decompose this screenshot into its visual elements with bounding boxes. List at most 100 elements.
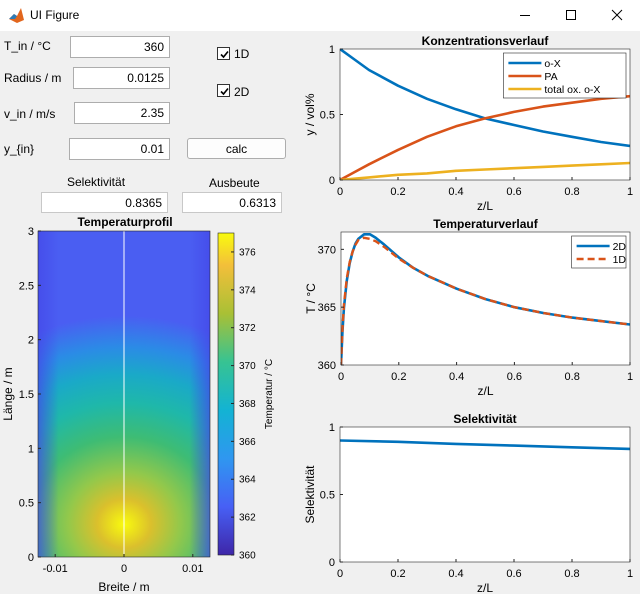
ytick-label: 1	[329, 422, 335, 434]
xtick-label: 0.8	[565, 371, 580, 383]
colorbar-tick-label: 370	[239, 361, 256, 372]
xtick-label: 0.2	[390, 186, 405, 198]
ytick-label: 360	[318, 360, 336, 372]
colorbar-tick-label: 374	[239, 285, 256, 296]
xtick-label: 0.4	[448, 568, 463, 580]
ytick-label: 0	[329, 175, 335, 187]
xtick-label: 0.4	[448, 186, 463, 198]
yield-label: Ausbeute	[209, 176, 260, 190]
ytick-label: 365	[318, 302, 336, 314]
close-button[interactable]	[594, 0, 640, 31]
concentration-chart: Konzentrationsverlauf 0 0.2 0.4 0.6 0.8 1 0 0.5 1…	[303, 34, 633, 213]
y-in-label: y_{in}	[4, 142, 35, 156]
app-content: T_in / °C 360 Radius / m 0.0125 v_in / m…	[0, 31, 640, 594]
xtick-label: 0.2	[391, 371, 406, 383]
y-in-field[interactable]: 0.01	[69, 138, 170, 160]
t-in-field[interactable]: 360	[70, 36, 170, 58]
xtick-label: 0.4	[449, 371, 464, 383]
xtick-label: 0.8	[564, 568, 579, 580]
minimize-button[interactable]	[502, 0, 548, 31]
heatmap-xlabel: Breite / m	[98, 580, 149, 594]
maximize-button[interactable]	[548, 0, 594, 31]
xtick-label: 0.6	[506, 186, 521, 198]
series-line-selectivity	[340, 439, 630, 451]
chart-title: Konzentrationsverlauf	[422, 34, 550, 48]
selectivity-label: Selektivität	[67, 175, 126, 189]
xtick-label: 1	[627, 568, 633, 580]
temperature-chart: Temperaturverlauf 0 0.2 0.4 0.6 0.8 1 360 365 370…	[304, 217, 633, 398]
heatmap-ytick-label: 0.5	[19, 498, 34, 510]
checkmark-icon	[220, 87, 229, 96]
heatmap-xtick-label: 0.01	[182, 563, 203, 575]
series-line-total-ox-o-x	[340, 161, 630, 180]
xtick-label: 0	[337, 568, 343, 580]
colorbar	[217, 232, 235, 556]
ytick-label: 370	[318, 244, 336, 256]
xtick-label: 0.6	[506, 568, 521, 580]
colorbar-tick-label: 360	[239, 551, 256, 562]
selectivity-output: 0.8365	[41, 192, 168, 213]
ytick-label: 0.5	[320, 490, 335, 502]
xtick-label: 1	[627, 371, 633, 383]
heatmap-ytick-label: 3	[28, 226, 34, 238]
colorbar-tick-label: 368	[239, 399, 256, 410]
legend-entry: total ox. o-X	[544, 84, 600, 96]
heatmap-ytick-label: 2	[28, 335, 34, 347]
colorbar-label: Temperatur / °C	[264, 359, 275, 429]
ytick-label: 0	[329, 557, 335, 569]
y-axis-label: y / vol%	[303, 93, 317, 135]
legend-entry: 2D	[613, 241, 627, 253]
t-in-label: T_in / °C	[4, 39, 51, 53]
calc-button[interactable]: calc	[187, 138, 286, 159]
series-line-o-x	[340, 49, 630, 148]
heatmap-xtick-label: -0.01	[43, 563, 68, 575]
axes-box	[340, 231, 631, 366]
colorbar-tick-label: 362	[239, 513, 256, 524]
selectivity-chart: Selektivität 0 0.2 0.4 0.6 0.8 1 0 0.5 1 z/L Selekt…	[303, 412, 633, 593]
heatmap-ylabel: Länge / m	[1, 367, 15, 420]
ytick-label: 0.5	[320, 110, 335, 122]
colorbar-tick-label: 366	[239, 437, 256, 448]
colorbar-tick-label: 376	[239, 247, 256, 258]
yield-output: 0.6313	[182, 192, 282, 213]
heatmap-ytick-label: 2.5	[19, 280, 34, 292]
series-line-pa	[340, 94, 630, 180]
chart-title: Selektivität	[453, 412, 516, 426]
heatmap-ytick-label: 0	[28, 552, 34, 564]
v-in-label: v_in / m/s	[4, 107, 56, 121]
radius-field[interactable]: 0.0125	[73, 67, 170, 89]
ytick-label: 1	[329, 44, 335, 56]
close-icon	[611, 9, 623, 21]
checkbox-2d[interactable]	[217, 84, 230, 97]
xtick-label: 0	[338, 371, 344, 383]
plot-area	[340, 427, 630, 562]
heatmap-xtick-label: 0	[121, 563, 127, 575]
legend-entry: 1D	[613, 254, 627, 266]
checkbox-2d-label: 2D	[234, 85, 250, 99]
x-axis-label: z/L	[477, 384, 493, 398]
legend-entry: o-X	[544, 58, 560, 70]
radius-label: Radius / m	[4, 71, 62, 85]
maximize-icon	[566, 10, 576, 20]
heatmap-title: Temperaturprofil	[77, 215, 172, 229]
y-axis-label: Selektivität	[303, 465, 317, 524]
window-title: UI Figure	[30, 8, 80, 22]
colorbar-tick-label: 364	[239, 475, 256, 486]
chart-title: Temperaturverlauf	[433, 217, 538, 231]
checkbox-1d-label: 1D	[234, 47, 250, 61]
xtick-label: 0.2	[390, 568, 405, 580]
title-bar: UI Figure	[0, 0, 640, 31]
xtick-label: 0	[337, 186, 343, 198]
legend-entry: PA	[544, 71, 557, 83]
v-in-field[interactable]: 2.35	[74, 102, 170, 124]
matlab-icon	[9, 8, 24, 23]
x-axis-label: z/L	[477, 581, 493, 593]
xtick-label: 0.6	[507, 371, 522, 383]
checkbox-1d[interactable]	[217, 47, 230, 60]
minimize-icon	[520, 15, 530, 16]
x-axis-label: z/L	[477, 199, 493, 213]
y-axis-label: T / °C	[304, 283, 318, 314]
heatmap-ytick-label: 1.5	[19, 389, 34, 401]
